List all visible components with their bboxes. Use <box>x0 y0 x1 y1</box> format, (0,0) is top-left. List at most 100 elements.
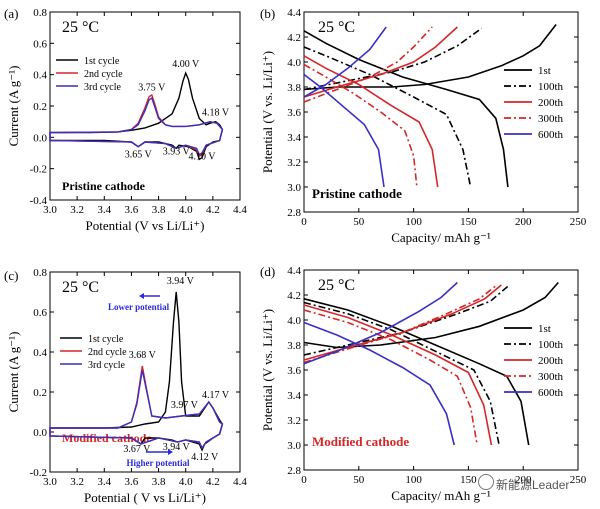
series-discharge <box>303 46 472 188</box>
y-tick-label: 3.8 <box>287 82 301 94</box>
peak-annotation: 4.10 V <box>188 151 216 162</box>
x-tick-label: 3.8 <box>152 476 166 488</box>
x-tick-label: 4.2 <box>206 204 220 216</box>
x-axis-label: Capacity/ mAh g⁻¹ <box>391 488 491 503</box>
panel-temperature: 25 °C <box>62 19 99 36</box>
series-charge <box>303 26 433 103</box>
x-tick-label: 4.4 <box>233 204 247 216</box>
corner-note: Pristine cathode <box>312 186 402 201</box>
panel-label: (c) <box>4 268 18 283</box>
panel-temperature: 25 °C <box>318 19 355 36</box>
legend-label: 3rd cycle <box>84 82 121 93</box>
x-axis-label: Capacity/ mAh g⁻¹ <box>391 230 491 245</box>
x-tick-label: 250 <box>570 474 587 486</box>
x-tick-label: 200 <box>515 216 532 228</box>
x-tick-label: 4.0 <box>179 204 193 216</box>
series-charge <box>303 285 509 356</box>
panel-a: 3.0 3.2 3.4 3.6 3.8 4.0 4.2 4.4 -0.4 -0.2 0.0 0.2 0.… <box>4 6 247 233</box>
x-tick-label: 3.6 <box>125 204 139 216</box>
x-tick-label: 3.4 <box>97 476 111 488</box>
y-tick-label: 0.0 <box>33 427 47 439</box>
x-tick-label: 3.4 <box>97 204 111 216</box>
y-tick-label: 0.6 <box>33 307 47 319</box>
arrow-note-higher: Higher potential <box>126 458 190 468</box>
panel-label: (a) <box>4 6 18 21</box>
y-tick-label: 3.2 <box>287 157 301 169</box>
series-charge <box>303 281 458 365</box>
peak-annotation: 4.18 V <box>202 107 230 118</box>
watermark: 新能源Leader <box>496 478 570 492</box>
y-tick-label: 3.2 <box>287 415 301 427</box>
panel-label: (d) <box>260 264 275 279</box>
legend-label: 100th <box>538 81 564 93</box>
y-tick-label: 0.0 <box>33 132 47 144</box>
legend-label: 200th <box>538 355 564 367</box>
series-discharge <box>303 301 500 446</box>
series-discharge <box>303 55 439 188</box>
peak-annotation: 4.00 V <box>172 59 200 70</box>
peak-annotation: 3.75 V <box>138 82 166 93</box>
y-tick-label: 0.2 <box>33 101 47 113</box>
x-tick-label: 3.0 <box>43 476 57 488</box>
y-tick-label: 3.4 <box>287 390 301 402</box>
legend-label: 200th <box>538 97 564 109</box>
series-line <box>49 369 224 450</box>
legend-label: 1st <box>538 323 551 335</box>
x-tick-label: 150 <box>460 216 477 228</box>
y-tick-label: 4.0 <box>287 315 301 327</box>
x-tick-label: 4.0 <box>179 476 193 488</box>
y-tick-label: 3.8 <box>287 340 301 352</box>
legend-label: 100th <box>538 339 564 351</box>
x-tick-label: 3.0 <box>43 204 57 216</box>
peak-annotation: 3.67 V <box>123 444 151 455</box>
y-tick-label: 3.0 <box>287 440 301 452</box>
series-discharge <box>303 321 455 446</box>
y-tick-label: -0.4 <box>30 195 48 207</box>
panel-b: 0 50 100 150 200 250 2.8 3.0 3.2 3.4 3.6 3.8 4.0 4.2 4… <box>260 6 587 245</box>
series-discharge <box>303 304 493 446</box>
corner-note: Pristine cathode <box>62 179 146 193</box>
arrow-note-lower: Lower potential <box>108 302 170 312</box>
series-charge <box>303 26 387 98</box>
x-tick-label: 3.2 <box>70 476 84 488</box>
peak-annotation: 3.93 V <box>163 147 191 158</box>
peak-annotation: 3.94 V <box>163 442 191 453</box>
x-tick-label: 100 <box>405 216 422 228</box>
x-tick-label: 0 <box>301 216 307 228</box>
series-line <box>49 291 224 452</box>
x-axis-label: Potential (V vs Li/Li⁺) <box>86 218 205 233</box>
peak-annotation: 3.94 V <box>167 276 195 287</box>
y-tick-label: -0.2 <box>30 467 47 479</box>
legend-label: 600th <box>538 129 564 141</box>
peak-annotation: 3.97 V <box>171 400 199 411</box>
y-tick-label: 3.6 <box>287 365 301 377</box>
legend-label: 2nd cycle <box>88 347 127 358</box>
peak-annotation: 4.12 V <box>191 452 219 463</box>
panel-c: 3.0 3.2 3.4 3.6 3.8 4.0 4.2 4.4 -0.2 0.0 0.2 0.4 0.6… <box>4 267 247 505</box>
x-tick-label: 0 <box>301 474 307 486</box>
y-tick-label: 3.4 <box>287 132 301 144</box>
series-discharge <box>303 30 509 188</box>
y-axis-label: Current (A g⁻¹) <box>6 66 21 147</box>
wechat-icon <box>478 474 494 490</box>
y-tick-label: -0.2 <box>30 164 47 176</box>
legend-label: 2nd cycle <box>84 69 123 80</box>
arrow-right-head <box>168 449 173 455</box>
series-discharge <box>303 63 418 188</box>
x-tick-label: 4.2 <box>206 476 220 488</box>
y-tick-label: 4.2 <box>287 32 301 44</box>
y-tick-label: 4.4 <box>287 265 301 277</box>
legend-label: 300th <box>538 371 564 383</box>
arrow-left-head <box>139 293 144 299</box>
series-discharge <box>303 73 385 188</box>
legend-label: 3rd cycle <box>88 360 125 371</box>
y-axis-label: Current (A g⁻¹) <box>6 332 21 413</box>
legend-label: 1st cycle <box>84 56 120 67</box>
y-tick-label: 3.0 <box>287 182 301 194</box>
corner-note: Modified cathode <box>312 434 409 449</box>
series-charge <box>303 284 498 364</box>
y-axis-label: Potential (V vs. Li/Li⁺) <box>260 309 275 431</box>
x-tick-label: 200 <box>515 474 532 486</box>
series-charge <box>303 27 483 91</box>
